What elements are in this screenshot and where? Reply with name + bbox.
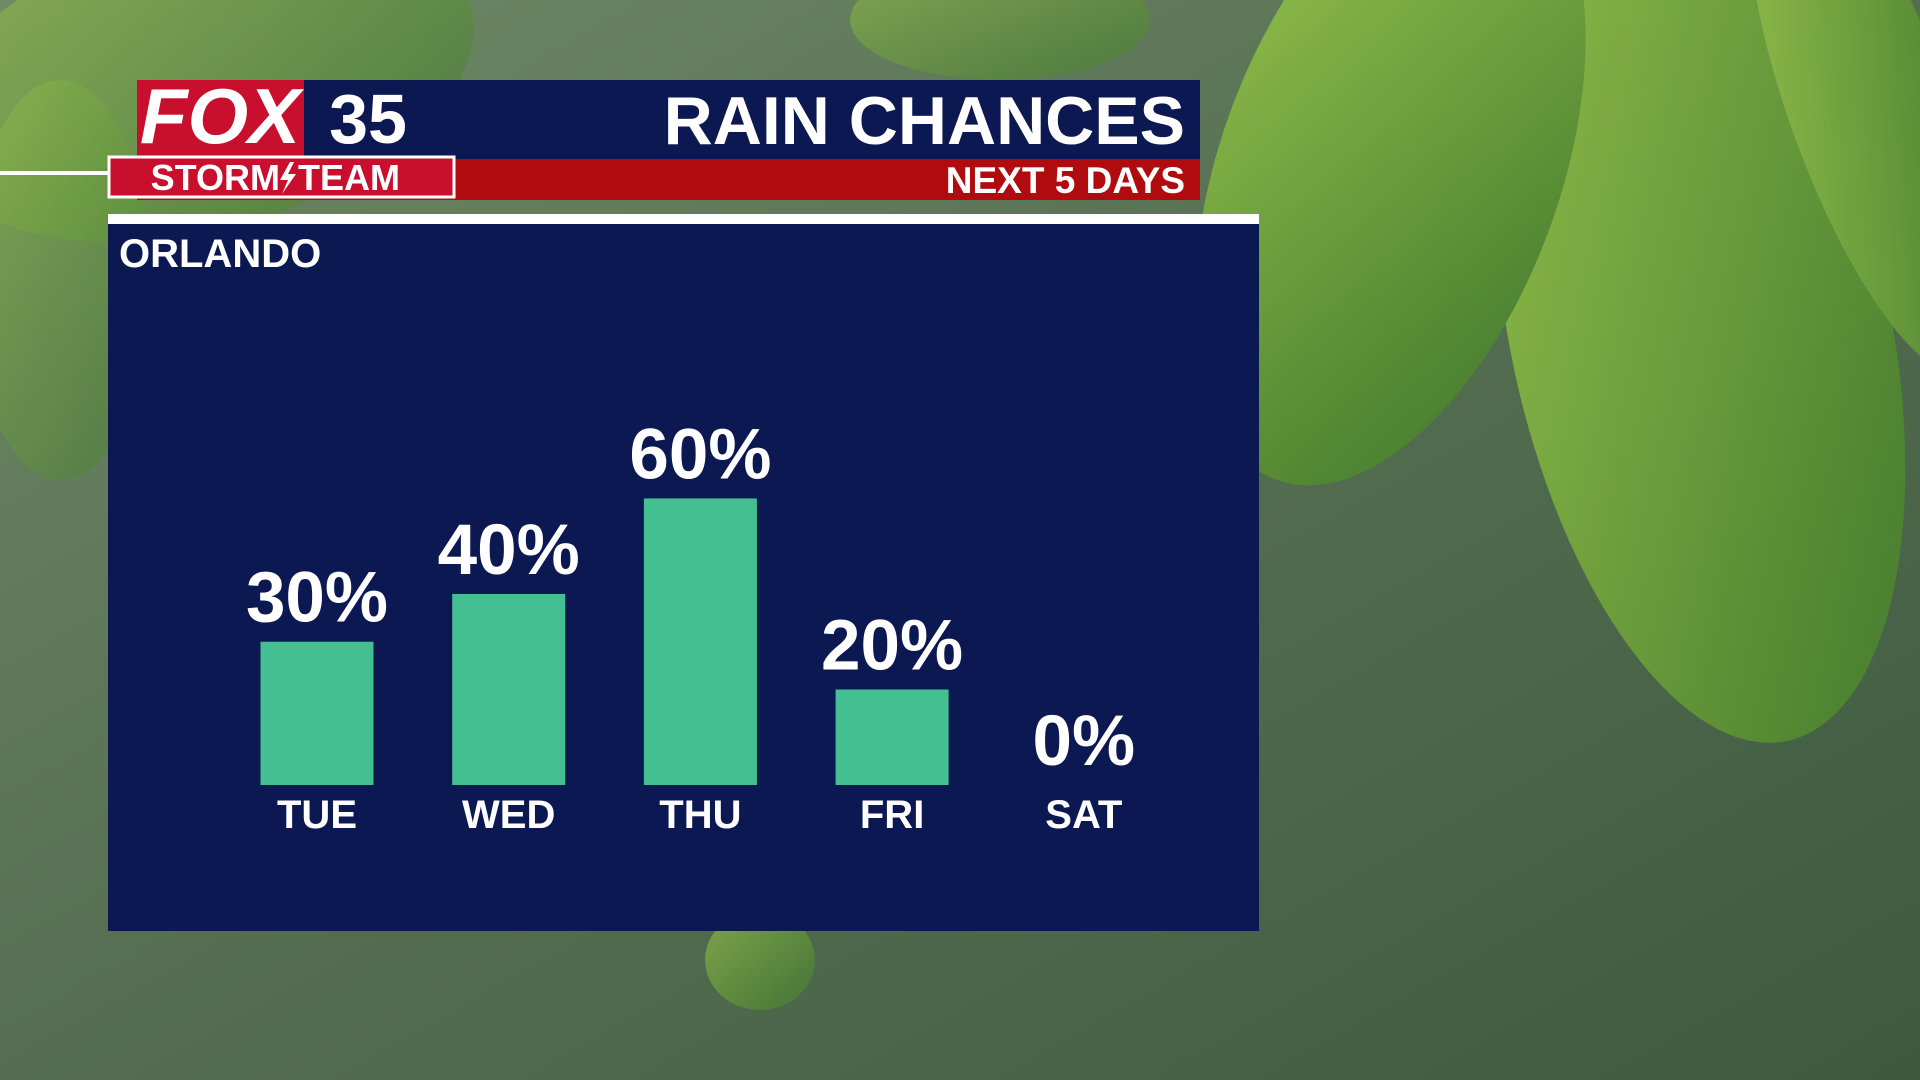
bar: [452, 593, 566, 785]
category-label: THU: [659, 793, 741, 837]
location-label: ORLANDO: [119, 232, 321, 276]
value-label: 40%: [438, 511, 580, 590]
plot: 30% TUE 40% WED 60% THU 20% FRI 0% SAT: [246, 415, 1135, 837]
category-label: TUE: [277, 793, 357, 837]
value-label: 0%: [1032, 702, 1135, 781]
accent-line: [0, 171, 108, 175]
header-band: [137, 80, 1200, 159]
bar: [835, 689, 949, 785]
logo-box: [137, 80, 304, 156]
logo-name: FOX: [140, 72, 304, 160]
chart-title: RAIN CHANCES: [664, 83, 1185, 159]
category-label: SAT: [1045, 793, 1122, 837]
category-label: FRI: [860, 793, 924, 837]
value-label: 30%: [246, 559, 388, 638]
team-right: TEAM: [298, 157, 400, 198]
chart-subtitle: NEXT 5 DAYS: [946, 160, 1185, 201]
bolt-icon: [280, 162, 296, 194]
value-label: 60%: [629, 415, 771, 494]
panel-border: [108, 214, 1259, 224]
leaves: [0, 0, 1920, 1010]
bar: [260, 641, 374, 785]
team-box: [107, 155, 456, 199]
bar: [643, 498, 757, 785]
team-left: STORM: [151, 157, 280, 198]
logo-number: 35: [329, 80, 407, 158]
value-label: 20%: [821, 606, 963, 685]
category-label: WED: [462, 793, 555, 837]
